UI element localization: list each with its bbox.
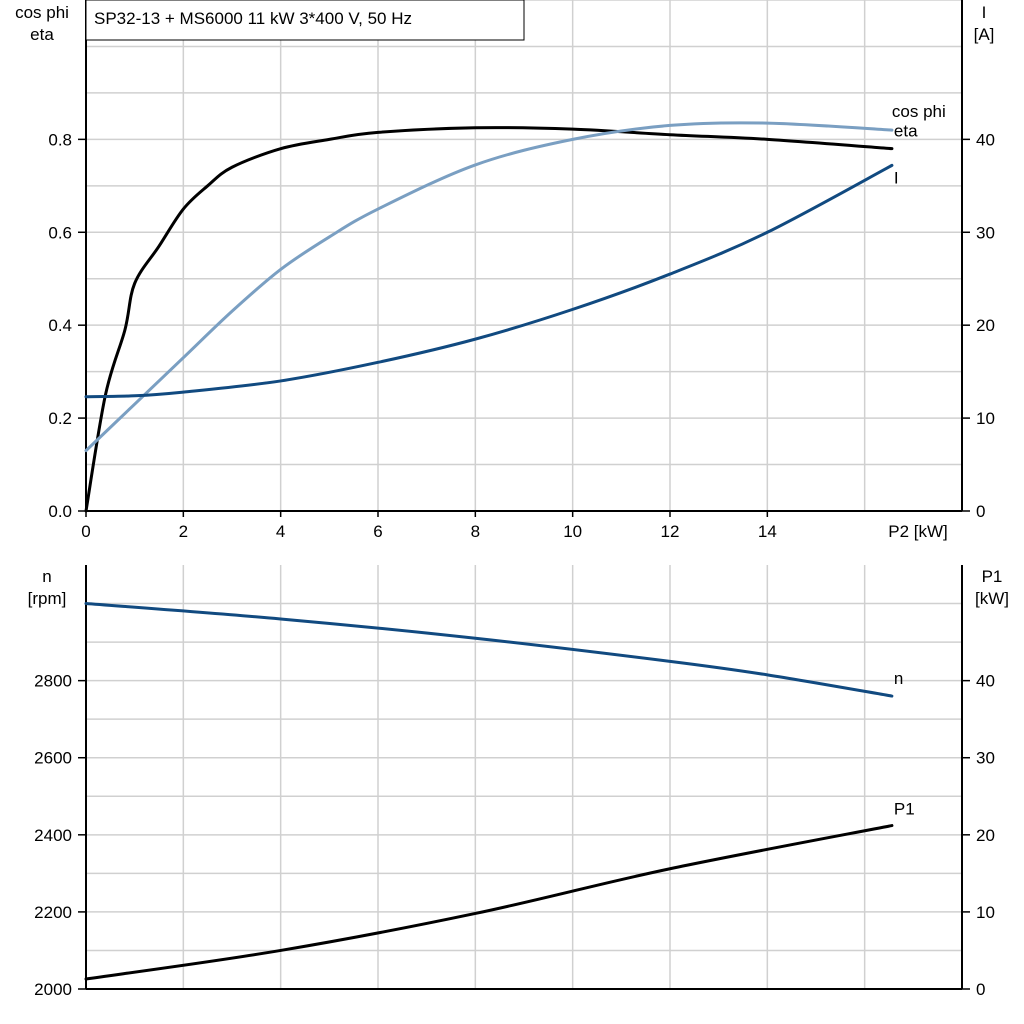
- right-tick-label: 10: [976, 409, 995, 428]
- right-tick-label: 20: [976, 826, 995, 845]
- left-tick-label: 2800: [34, 672, 72, 691]
- right-tick-label: 10: [976, 903, 995, 922]
- right-axis-title: [A]: [974, 25, 995, 44]
- right-tick-label: 40: [976, 130, 995, 149]
- x-tick-label: 10: [563, 522, 582, 541]
- left-tick-label: 0.6: [48, 223, 72, 242]
- series-label-eta: eta: [894, 122, 918, 141]
- x-axis-title: P2 [kW]: [888, 522, 948, 541]
- left-axis-title: [rpm]: [28, 589, 67, 608]
- right-tick-label: 40: [976, 672, 995, 691]
- right-tick-label: 0: [976, 980, 985, 999]
- left-axis-title: eta: [30, 25, 54, 44]
- left-axis-title: cos phi: [15, 3, 69, 22]
- series-line-i: [84, 163, 894, 399]
- left-tick-label: 2600: [34, 749, 72, 768]
- series-line-eta: [84, 126, 894, 513]
- x-tick-label: 14: [758, 522, 777, 541]
- series-line-n: [84, 602, 894, 698]
- x-tick-label: 8: [471, 522, 480, 541]
- right-axis-title: P1: [982, 567, 1003, 586]
- left-tick-label: 2000: [34, 980, 72, 999]
- left-tick-label: 0.8: [48, 130, 72, 149]
- left-tick-label: 0.4: [48, 316, 72, 335]
- left-tick-label: 2400: [34, 826, 72, 845]
- left-tick-label: 0.0: [48, 502, 72, 521]
- x-tick-label: 0: [81, 522, 90, 541]
- series-label-n: n: [894, 669, 903, 688]
- right-tick-label: 0: [976, 502, 985, 521]
- chart-title: SP32-13 + MS6000 11 kW 3*400 V, 50 Hz: [94, 9, 412, 28]
- series-line-p1: [84, 824, 894, 981]
- x-tick-label: 2: [179, 522, 188, 541]
- title-box: [85, 0, 525, 41]
- right-tick-label: 30: [976, 223, 995, 242]
- right-axis-title: [kW]: [975, 589, 1009, 608]
- right-tick-label: 20: [976, 316, 995, 335]
- series-line-cos-phi: [84, 121, 894, 453]
- right-tick-label: 30: [976, 749, 995, 768]
- series-label-p1: P1: [894, 800, 915, 819]
- x-tick-label: 12: [661, 522, 680, 541]
- series-label-i: I: [894, 168, 899, 187]
- left-tick-label: 2200: [34, 903, 72, 922]
- right-axis-title: I: [982, 3, 987, 22]
- x-tick-label: 6: [373, 522, 382, 541]
- left-tick-label: 0.2: [48, 409, 72, 428]
- left-axis-title: n: [42, 567, 51, 586]
- x-tick-label: 4: [276, 522, 285, 541]
- series-label-cos-phi: cos phi: [892, 102, 946, 121]
